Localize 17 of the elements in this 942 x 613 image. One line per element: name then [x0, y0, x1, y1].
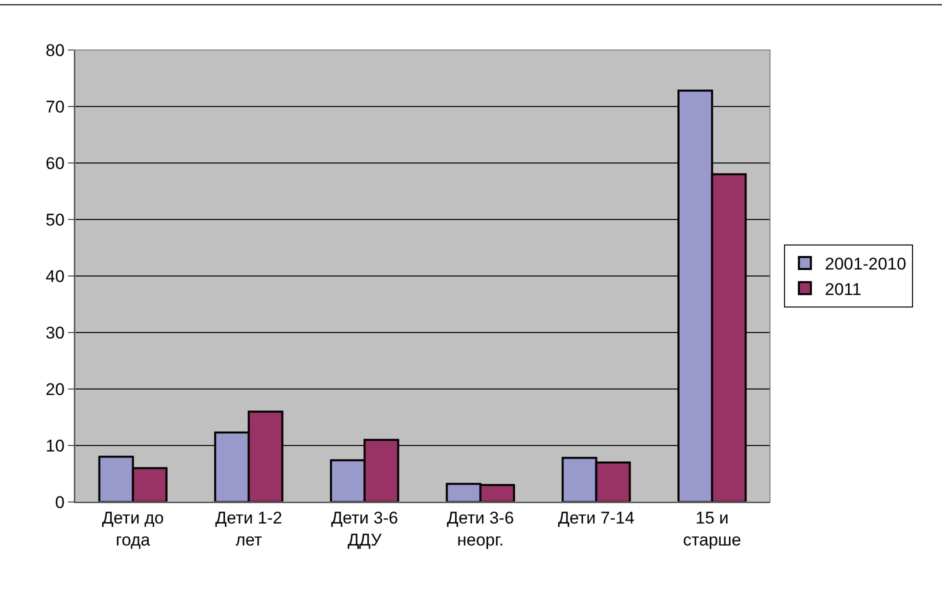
x-tick-label: Дети 7-14: [558, 508, 634, 528]
y-tick-label: 50: [46, 210, 65, 230]
x-tick-label: Дети 3-6 ДДУ: [331, 508, 398, 550]
x-tick-label: Дети 3-6 неорг.: [446, 508, 514, 550]
y-tick-label: 10: [46, 436, 65, 456]
y-tick-label: 60: [46, 154, 65, 173]
y-tick-label: 0: [55, 492, 65, 512]
legend-label: 2011: [824, 280, 862, 299]
y-tick-label: 40: [46, 266, 65, 286]
y-tick-label: 30: [46, 323, 65, 342]
y-tick-label: 80: [46, 40, 65, 60]
y-tick-label: 70: [46, 97, 65, 116]
x-tick-label: Дети до года: [102, 508, 164, 550]
x-tick-label: 15 и старше: [683, 508, 742, 550]
y-tick-label: 20: [46, 380, 65, 399]
x-tick-label: Дети 1-2 лет: [215, 508, 282, 550]
legend-label: 2001-2010: [824, 254, 906, 274]
